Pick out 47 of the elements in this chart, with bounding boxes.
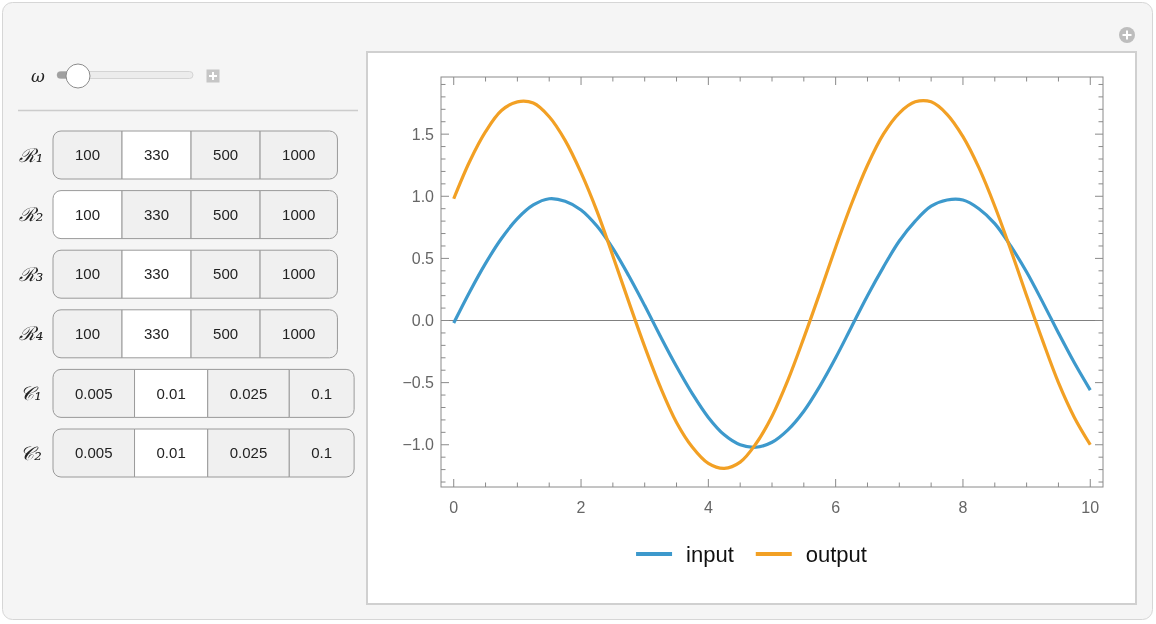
text: 100	[75, 205, 101, 223]
text: 330	[144, 205, 170, 223]
text: ℛ₁	[18, 143, 44, 166]
text: 500	[213, 265, 239, 283]
text: 100	[75, 325, 101, 343]
line-series	[452, 197, 1092, 449]
text: 500	[213, 146, 239, 164]
text: 330	[144, 146, 170, 164]
text: 0.005	[74, 384, 113, 402]
text: 500	[213, 325, 239, 343]
text: 0.01	[156, 384, 186, 402]
text: 100	[75, 265, 101, 283]
line-series	[452, 99, 1092, 470]
x-tick-label: 2	[576, 498, 586, 516]
legend-label: input	[686, 541, 734, 567]
y-tick-label: 0.0	[411, 312, 435, 330]
x-tick-label: 8	[958, 498, 968, 516]
y-tick-label: −1.0	[402, 436, 435, 454]
text: ω	[31, 65, 46, 86]
legend-label: output	[805, 541, 867, 567]
x-tick-label: 0	[449, 498, 459, 516]
text: 0.1	[311, 444, 333, 462]
text: ℛ₃	[18, 262, 44, 285]
text: 1000	[282, 325, 316, 343]
x-tick-label: 4	[703, 498, 713, 516]
y-tick-label: 1.5	[411, 125, 435, 143]
text: ℛ₂	[18, 203, 44, 226]
text: 0.01	[156, 444, 186, 462]
y-tick-label: 1.0	[411, 187, 435, 205]
text: 1000	[282, 205, 316, 223]
x-tick-label: 6	[831, 498, 841, 516]
text: 0.1	[311, 384, 333, 402]
text: 𝒞₂	[20, 441, 42, 464]
y-tick-label: −0.5	[402, 374, 435, 392]
text: 100	[75, 146, 101, 164]
text: 1000	[282, 265, 316, 283]
text: 0.025	[229, 384, 268, 402]
text: 330	[144, 265, 170, 283]
text: 0.025	[229, 444, 268, 462]
text: 0.005	[74, 444, 113, 462]
text: ℛ₄	[18, 322, 44, 345]
text: 𝒞₁	[20, 382, 42, 405]
y-tick-label: 0.5	[411, 249, 435, 267]
text: 330	[144, 325, 170, 343]
text: 1000	[282, 146, 316, 164]
text: 500	[213, 205, 239, 223]
x-tick-label: 10	[1081, 498, 1100, 516]
